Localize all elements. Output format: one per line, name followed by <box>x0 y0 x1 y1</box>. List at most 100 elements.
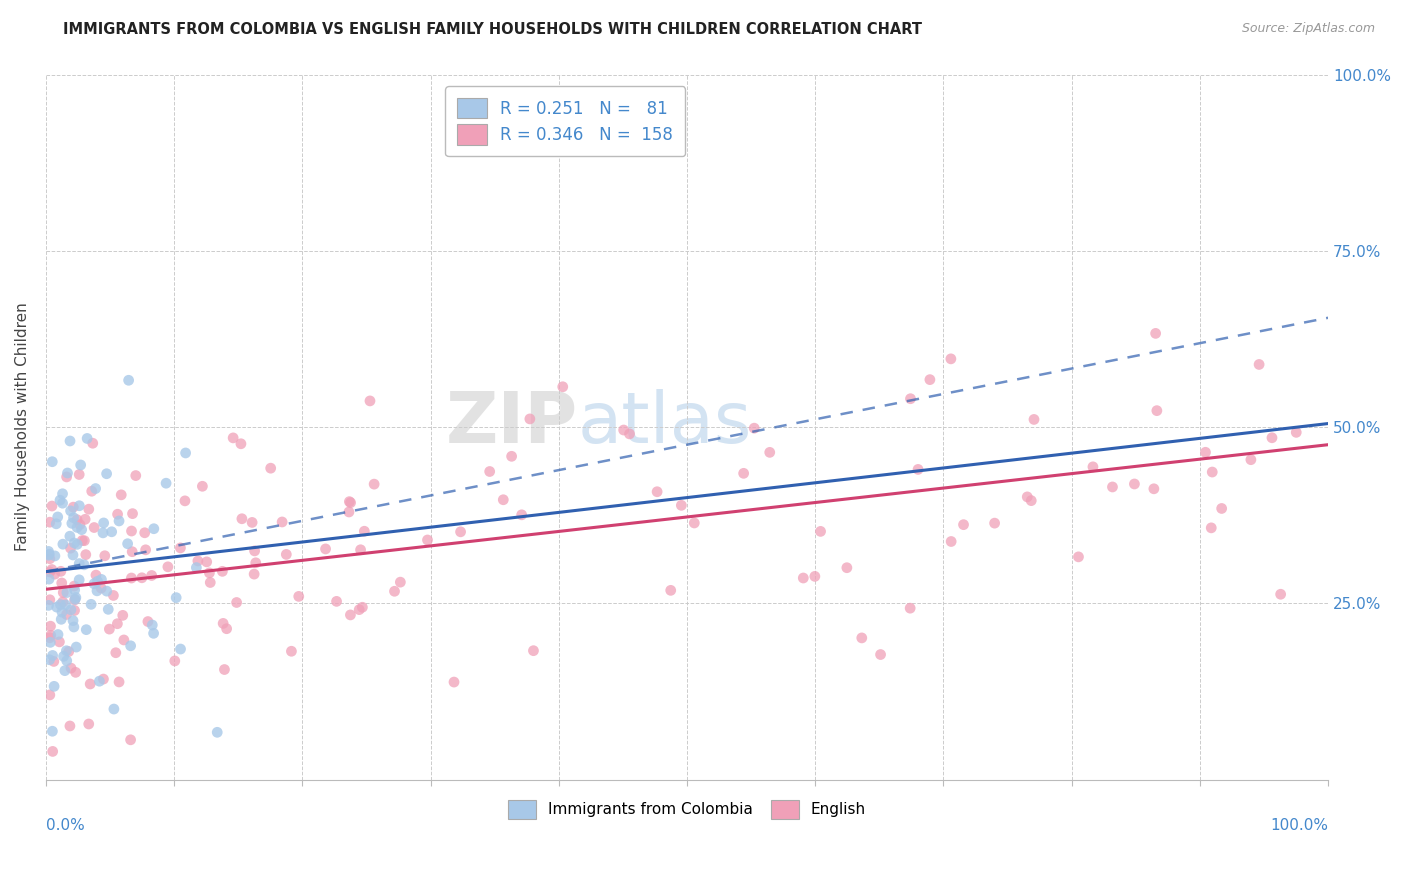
Point <box>141 568 163 582</box>
Point <box>82 436 104 450</box>
Point <box>134 525 156 540</box>
Point <box>510 508 533 522</box>
Point <box>174 494 197 508</box>
Point <box>231 512 253 526</box>
Point <box>63 593 86 607</box>
Point <box>42 655 65 669</box>
Point <box>169 541 191 555</box>
Point <box>38 515 60 529</box>
Point <box>619 426 641 441</box>
Point <box>93 672 115 686</box>
Point <box>104 646 127 660</box>
Point <box>75 548 97 562</box>
Point <box>450 524 472 539</box>
Point <box>38 547 60 561</box>
Point <box>939 534 962 549</box>
Point <box>63 582 86 597</box>
Point <box>804 569 827 583</box>
Point <box>89 674 111 689</box>
Point <box>1249 358 1271 372</box>
Point <box>60 516 83 531</box>
Point <box>363 477 385 491</box>
Point <box>869 648 891 662</box>
Point <box>186 560 208 574</box>
Point <box>287 590 309 604</box>
Point <box>44 567 66 582</box>
Point <box>41 724 63 739</box>
Point <box>125 468 148 483</box>
Point <box>38 572 60 586</box>
Point <box>62 548 84 562</box>
Point <box>492 492 515 507</box>
Point <box>75 623 97 637</box>
Point <box>212 616 235 631</box>
Point <box>45 516 67 531</box>
Point <box>163 654 186 668</box>
Point <box>339 607 361 622</box>
Point <box>519 412 541 426</box>
Point <box>96 584 118 599</box>
Point <box>38 551 60 566</box>
Point <box>80 484 103 499</box>
Point <box>62 500 84 515</box>
Point <box>325 594 347 608</box>
Point <box>69 458 91 472</box>
Point <box>851 631 873 645</box>
Point <box>38 565 60 579</box>
Point <box>918 373 941 387</box>
Point <box>121 507 143 521</box>
Point <box>55 644 77 658</box>
Point <box>900 392 922 406</box>
Point <box>112 632 135 647</box>
Point <box>195 555 218 569</box>
Point <box>100 524 122 539</box>
Point <box>51 496 73 510</box>
Point <box>97 602 120 616</box>
Point <box>56 466 79 480</box>
Point <box>39 619 62 633</box>
Point <box>65 665 87 680</box>
Point <box>174 446 197 460</box>
Point <box>245 556 267 570</box>
Point <box>59 603 82 617</box>
Point <box>70 523 93 537</box>
Point <box>671 499 693 513</box>
Point <box>38 631 60 645</box>
Point <box>337 494 360 508</box>
Point <box>243 544 266 558</box>
Point <box>38 653 60 667</box>
Point <box>353 524 375 539</box>
Point <box>41 648 63 663</box>
Point <box>110 488 132 502</box>
Point <box>155 476 177 491</box>
Point <box>384 584 406 599</box>
Point <box>39 635 62 649</box>
Point <box>222 431 245 445</box>
Point <box>952 517 974 532</box>
Point <box>416 533 439 547</box>
Point <box>907 462 929 476</box>
Point <box>49 598 72 612</box>
Point <box>103 589 125 603</box>
Point <box>120 571 142 585</box>
Point <box>108 514 131 528</box>
Point <box>62 510 84 524</box>
Point <box>337 505 360 519</box>
Point <box>551 380 574 394</box>
Point <box>98 622 121 636</box>
Point <box>1017 490 1039 504</box>
Point <box>1285 425 1308 440</box>
Point <box>90 581 112 595</box>
Point <box>108 675 131 690</box>
Point <box>52 585 75 599</box>
Point <box>142 626 165 640</box>
Point <box>52 595 75 609</box>
Point <box>75 512 97 526</box>
Point <box>66 513 89 527</box>
Point <box>141 618 163 632</box>
Point <box>645 484 668 499</box>
Text: ZIP: ZIP <box>446 389 578 458</box>
Point <box>67 499 90 513</box>
Legend: Immigrants from Colombia, English: Immigrants from Colombia, English <box>502 794 872 825</box>
Point <box>79 677 101 691</box>
